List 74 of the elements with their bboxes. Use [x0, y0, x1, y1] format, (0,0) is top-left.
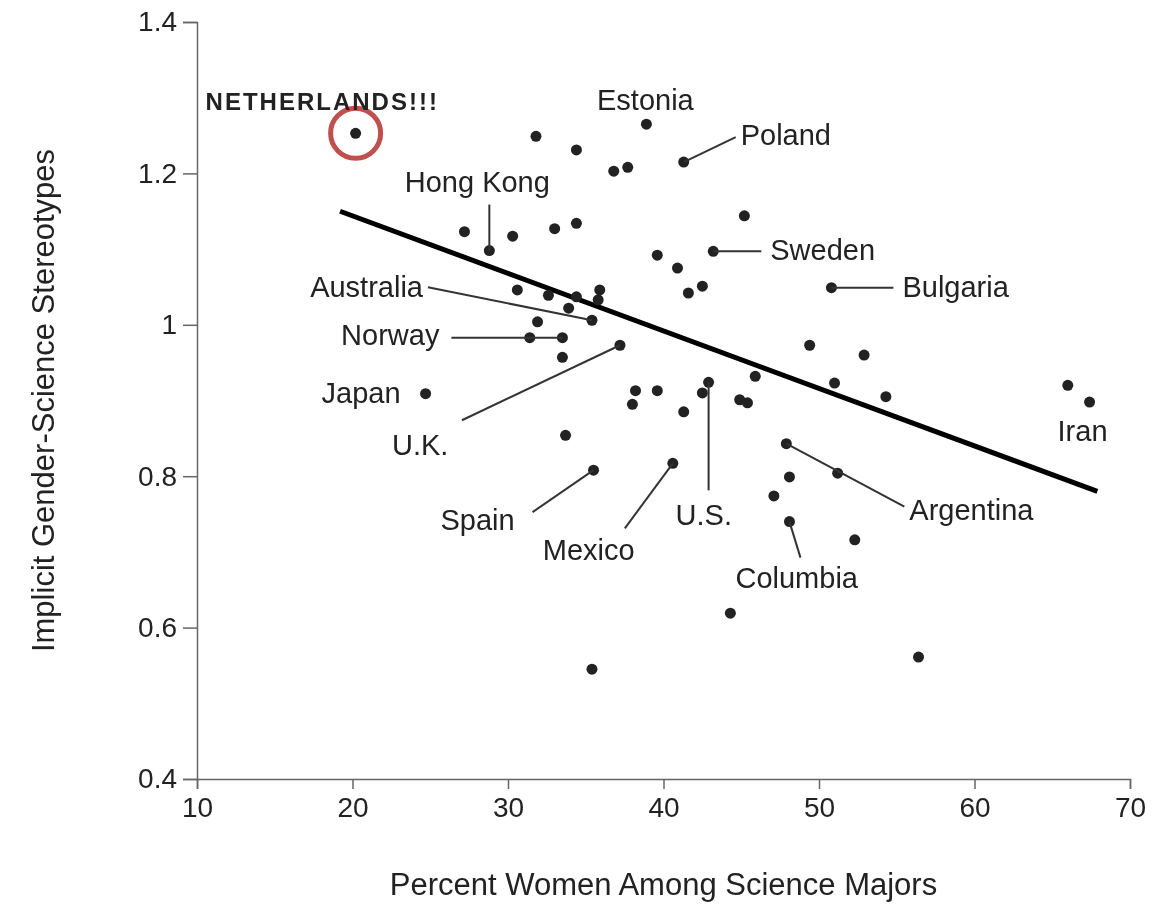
point	[724, 607, 736, 619]
point	[592, 294, 604, 306]
point	[1062, 379, 1074, 391]
point	[458, 226, 470, 238]
point	[741, 397, 753, 409]
x-tick-label: 30	[492, 791, 525, 823]
x-tick-label: 20	[337, 791, 369, 823]
point	[594, 284, 606, 296]
point	[640, 118, 652, 130]
y-axis-title: Implicit Gender-Science Stereotypes	[26, 148, 61, 653]
point	[738, 210, 750, 222]
y-tick-label: 1.4	[138, 6, 177, 38]
point	[1084, 396, 1096, 408]
point	[630, 385, 642, 397]
point	[682, 287, 694, 299]
x-tick-label: 70	[1114, 791, 1147, 823]
point	[511, 284, 523, 296]
annotation: NETHERLANDS!!!	[205, 88, 439, 116]
point	[570, 217, 582, 229]
annotation: Iran	[1057, 415, 1108, 448]
x-axis-title: Percent Women Among Science Majors	[389, 867, 938, 902]
annotation: U.S.	[675, 499, 732, 532]
point	[420, 388, 432, 400]
point	[678, 406, 690, 418]
point	[696, 280, 708, 292]
point	[696, 387, 708, 399]
point	[570, 291, 582, 303]
point	[622, 161, 634, 173]
point	[608, 165, 620, 177]
x-tick-label: 40	[648, 791, 680, 823]
point	[563, 302, 575, 314]
x-tick-label: 10	[181, 791, 214, 823]
annotation: Argentina	[909, 493, 1035, 526]
annotation: Poland	[740, 119, 832, 152]
annotation: Columbia	[735, 561, 859, 594]
point	[530, 130, 542, 142]
point	[560, 429, 572, 441]
point	[651, 249, 663, 261]
point	[880, 391, 892, 403]
point	[804, 339, 816, 351]
point	[532, 316, 544, 328]
point	[549, 223, 561, 235]
point	[570, 144, 582, 156]
annotation: Spain	[440, 504, 515, 537]
point	[556, 351, 568, 363]
y-tick-label: 1.2	[138, 157, 177, 189]
point	[913, 651, 925, 663]
annotation: Estonia	[597, 84, 695, 117]
point	[783, 471, 795, 483]
annotation: U.K.	[391, 429, 449, 462]
point	[626, 398, 638, 410]
point	[651, 385, 663, 397]
point	[586, 663, 598, 675]
point	[672, 262, 683, 274]
annotation: Hong Kong	[404, 165, 550, 198]
point	[542, 289, 554, 301]
point	[768, 490, 780, 502]
annotation: Mexico	[542, 534, 635, 567]
annotation: Bulgaria	[902, 270, 1010, 303]
x-tick-label: 60	[959, 791, 991, 823]
y-tick-label: 1	[161, 309, 177, 341]
y-tick-label: 0.8	[138, 460, 177, 492]
annotation: Australia	[310, 271, 424, 304]
y-tick-label: 0.6	[138, 612, 177, 644]
annotation: Sweden	[770, 234, 876, 267]
annotation: Japan	[321, 376, 401, 409]
annotation: Norway	[341, 318, 440, 351]
point	[858, 349, 870, 361]
y-tick-label: 0.4	[138, 763, 177, 795]
point	[749, 370, 761, 382]
x-tick-label: 50	[803, 791, 836, 823]
point	[507, 230, 519, 242]
point	[829, 377, 841, 389]
point	[849, 534, 861, 546]
